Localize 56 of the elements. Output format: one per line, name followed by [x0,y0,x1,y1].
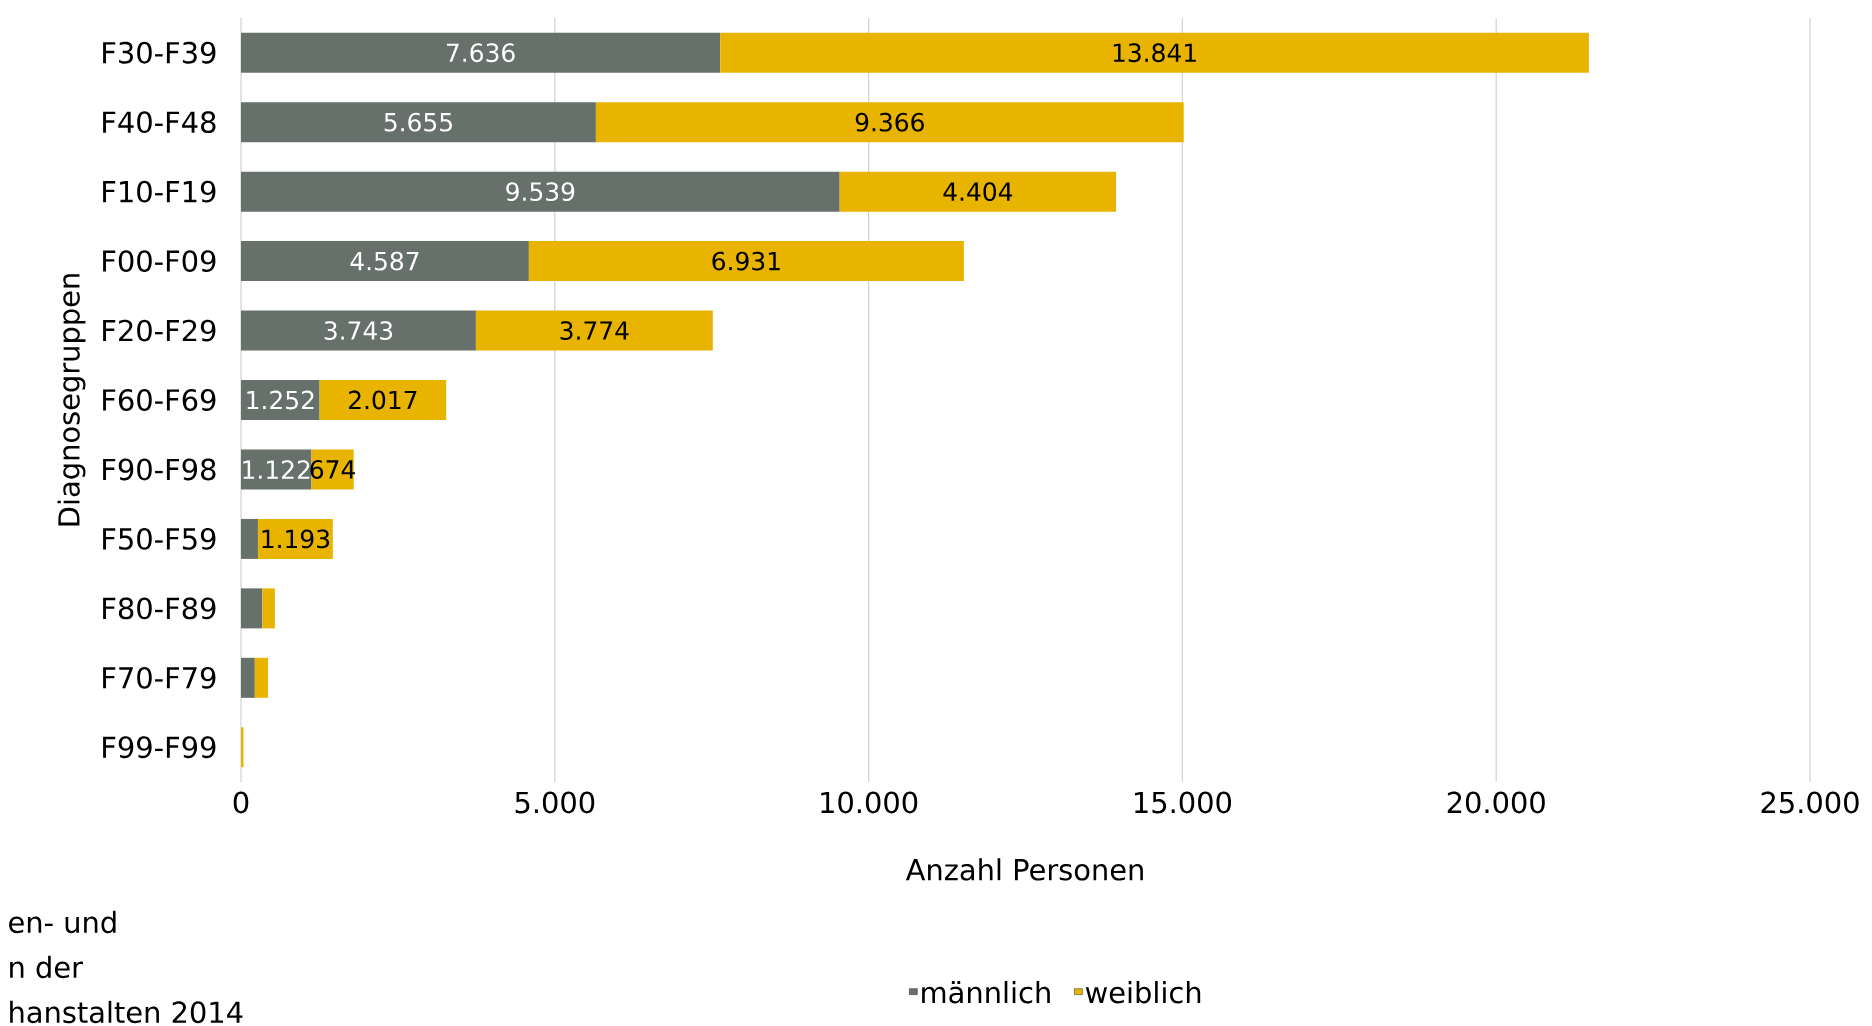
bar [241,102,596,143]
data-label: 13.841 [1113,43,1196,63]
bar [720,32,1589,73]
y-tick-label: F99-F99 [103,736,216,759]
y-axis-title: Diagnosegruppen [57,274,86,526]
x-tick-label: 25.000 [1761,791,1859,814]
data-label: 9.539 [506,182,575,202]
y-tick-label: F10-F19 [103,180,216,203]
bar [241,588,263,629]
data-label: 3.774 [560,321,629,340]
data-label: 3.743 [324,321,393,340]
bar [241,32,721,73]
bar [241,518,258,559]
x-tick-label: 5.000 [515,791,595,814]
data-label: 9.366 [855,112,924,132]
x-tick-label: 0 [233,791,249,814]
bar [241,727,244,768]
bar [528,241,964,282]
y-tick-label: F70-F79 [103,666,216,689]
bar [475,310,713,351]
bar [254,657,268,698]
data-label: 1.122 [243,460,310,479]
data-label: 1.252 [247,390,314,410]
x-tick-label: 20.000 [1447,791,1545,814]
bar [241,310,476,351]
text: en- und [9,910,116,934]
data-label: 2.017 [349,390,417,410]
data-label: 1.193 [262,529,330,549]
data-label: 5.655 [384,112,452,132]
text: n der [10,955,83,979]
y-tick-label: F90-F98 [103,458,216,481]
y-tick-label: F60-F69 [103,389,216,411]
data-label: 6.931 [712,251,780,271]
bar [241,241,529,282]
data-label: 4.404 [943,182,1013,202]
data-label: 7.636 [447,43,515,63]
y-tick-label: F00-F09 [103,250,216,273]
data-label: 4.587 [350,251,419,271]
bar [595,102,1184,143]
x-tick-label: 15.000 [1135,791,1232,814]
y-tick-label: F80-F89 [103,597,216,620]
legend-label: männlich [922,981,1050,1004]
legend-label: weiblich [1085,981,1201,1004]
bar [241,171,840,212]
x-tick-label: 10.000 [821,791,918,814]
bar [319,380,447,420]
bar [262,588,275,629]
bar [241,380,320,420]
y-tick-label: F40-F48 [103,111,216,134]
x-axis-title: Anzahl Personen [905,858,1143,881]
bar [241,657,255,698]
bar [839,171,1117,212]
y-tick-label: F30-F39 [103,41,216,64]
text: hanstalten 2014 [10,1000,243,1024]
y-tick-label: F20-F29 [103,319,216,342]
y-tick-label: F50-F59 [103,528,216,550]
